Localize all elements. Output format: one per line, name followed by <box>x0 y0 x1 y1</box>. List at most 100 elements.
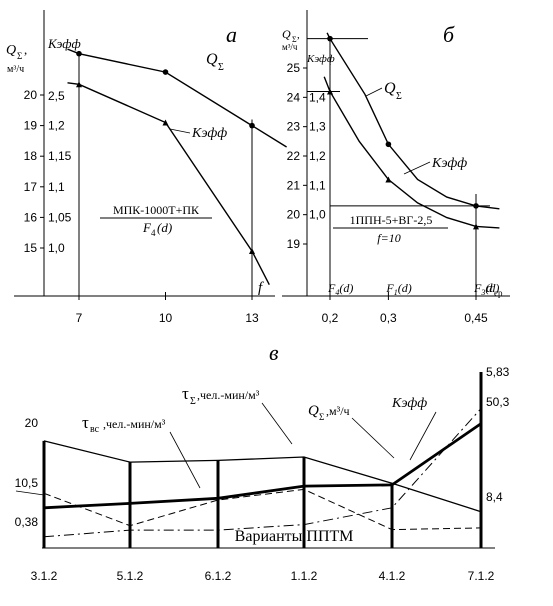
panel-b-y-tick-label: 19 <box>287 237 301 251</box>
panel-b-point <box>327 88 333 95</box>
panel-b-y2-ticks: 1,0 1,1 1,2 1,3 1,4 <box>309 90 326 221</box>
panel-a-y-tick-label: 18 <box>24 149 38 163</box>
panel-b-y2-tick-label: 1,1 <box>309 178 326 192</box>
panel-a-y-tick-label: 17 <box>24 180 38 194</box>
panel-c-x-tick-label: 7.1.2 <box>468 569 495 583</box>
panel-b-x-label: d ср <box>486 280 503 298</box>
panel-a-series <box>67 48 287 286</box>
panel-a-ytitle-units: м³/ч <box>7 64 24 75</box>
panel-c-label-q-sigma: Σ <box>319 412 324 422</box>
panel-b-series-line <box>326 32 500 210</box>
panel-c-label-q-units: ,м³/ч <box>326 404 350 418</box>
panel-b-ytitle-sigma: Σ <box>292 35 297 44</box>
panel-a-y2-title: Kэфф <box>47 36 81 51</box>
panel-b-top-x-label-sub: 3 <box>480 288 485 297</box>
panel-b-ytitle-comma: , <box>297 29 300 41</box>
panel-a-point <box>162 69 169 75</box>
panel-a-point <box>162 119 169 126</box>
panel-a-annotation-arg: (d) <box>157 220 172 235</box>
panel-a-series-line <box>67 82 270 286</box>
panel-b-point <box>473 203 479 209</box>
panel-a-point <box>76 81 82 88</box>
panel-b-x-label-d: d <box>486 280 493 295</box>
panel-c-label-tau-vs-units: ,чел.-мин/м³ <box>103 417 166 431</box>
panel-c-series-line <box>43 488 482 531</box>
panel-a-y2-tick-label: 1,0 <box>48 241 65 255</box>
panel-c-y-tick-label: 10,5 <box>15 476 39 490</box>
panel-a-y2-tick-label: 1,2 <box>48 119 65 133</box>
panel-c-label-tau-vs: τ вс ,чел.-мин/м³ <box>82 413 166 435</box>
panel-c-variant-bars <box>42 372 483 548</box>
panel-a-y-tick-label: 15 <box>24 241 38 255</box>
panel-c-y-label-leader <box>15 490 45 496</box>
panel-a-annotation-f: F <box>142 220 152 235</box>
panel-c-label-k: Kэфф <box>391 396 427 411</box>
panel-b-top-x-label-sub: 4 <box>335 288 339 297</box>
panel-c-y-tick-label: 0,38 <box>15 515 39 529</box>
panel-a-annotation-sub: 4 <box>151 228 156 238</box>
panel-b-top-x-label-arg: (d) <box>339 281 353 295</box>
panel-b-label-q: Q Σ <box>384 80 402 102</box>
panel-a-annotation: МПК-1000Т+ПК F 4 (d) <box>100 203 212 238</box>
panel-b-top-x-label: F4(d) <box>327 281 353 297</box>
panel-b-ytitle-q: Q <box>282 27 291 41</box>
panel-a-point <box>76 50 82 57</box>
panel-c-label-tau-vs-sub: вс <box>90 424 100 435</box>
panel-c-right-label: 50,3 <box>486 395 510 409</box>
panel-b-y-tick-label: 24 <box>287 90 301 104</box>
panel-c: в 3.1.2 5.1.2 6.1.2 1.1.2 4.1.2 7.1.2 20 10,5 0… <box>15 340 510 583</box>
panel-a-y2-tick-label: 2,5 <box>48 89 65 103</box>
panel-a-y2-ticks: 1,0 1,05 1,1 1,15 1,2 2,5 <box>48 89 72 255</box>
panel-c-right-label: 8,4 <box>486 490 503 504</box>
panel-b-label-k: Kэфф <box>431 156 467 171</box>
panel-a-letter: а <box>226 22 237 47</box>
panel-b-label-q-letter: Q <box>384 80 396 97</box>
panel-b-guides <box>307 38 490 296</box>
panel-a-point <box>249 122 255 129</box>
panel-b-point <box>473 223 479 230</box>
panel-b-y-axis-title: Q Σ , м³/ч <box>282 27 300 52</box>
panel-b-top-x-label-f: F <box>473 281 482 295</box>
panel-b-point <box>385 141 392 148</box>
panel-c-label-tau-sigma: τ Σ ,чел.-мин/м³ <box>182 384 260 407</box>
panel-c-label-q: Q Σ ,м³/ч <box>308 403 350 422</box>
panel-b-annotation-top: 1ППН-5+ВГ-2,5 <box>350 213 433 227</box>
panel-b-x-ticks: 0,2 0,3 0,45 <box>322 292 488 325</box>
panel-c-annotation: Варианты ППТМ <box>235 528 354 545</box>
panel-b-top-x-label: F1(d) <box>385 281 411 297</box>
panel-c-label-tau-vs-tau: τ <box>82 413 89 432</box>
panel-a-label-k: Kэфф <box>191 126 227 141</box>
panel-b-annotation-bottom: f=10 <box>377 231 400 245</box>
panel-b-y2-tick-label: 1,2 <box>309 149 326 163</box>
panel-c-x-tick-label: 6.1.2 <box>205 569 232 583</box>
panel-b-y-tick-label: 21 <box>287 178 301 192</box>
panel-b-x-tick-label: 0,45 <box>464 311 488 325</box>
panel-c-letter: в <box>269 340 279 365</box>
panel-b-top-x-label-sub: 1 <box>394 288 398 297</box>
panel-c-right-labels: 5,83 50,3 8,4 <box>486 365 510 504</box>
panel-b-annotation: 1ППН-5+ВГ-2,5 f=10 <box>333 213 448 245</box>
panel-c-label-k-leader <box>409 411 437 461</box>
panel-c-y-tick-label: 20 <box>25 416 39 430</box>
panel-c-x-tick-label: 1.1.2 <box>291 569 318 583</box>
panel-a-ytitle-sigma: Σ <box>17 51 22 61</box>
panel-a-y-tick-label: 16 <box>24 210 38 224</box>
panel-a-x-label: f <box>258 280 264 296</box>
panel-b-y2-tick-label: 1,4 <box>309 90 326 104</box>
panel-b-ytitle-units: м³/ч <box>282 42 298 52</box>
panel-c-x-tick-label: 5.1.2 <box>117 569 144 583</box>
panel-b-letter: б <box>443 22 455 47</box>
panel-a-y2-tick-label: 1,05 <box>48 210 72 224</box>
panel-a-label-q: Q Σ <box>206 51 224 73</box>
panel-c-right-label: 5,83 <box>486 365 510 379</box>
panel-a-y-ticks: 15 16 17 18 19 20 <box>24 88 44 255</box>
panel-b-y-tick-label: 22 <box>287 149 301 163</box>
panel-b-y-tick-label: 20 <box>287 208 301 222</box>
panel-c-x-ticks: 3.1.2 5.1.2 6.1.2 1.1.2 4.1.2 7.1.2 <box>31 569 495 583</box>
panel-c-label-q-leader <box>351 417 395 459</box>
panel-b-x-label-sub: ср <box>494 288 503 298</box>
panel-c-label-tau-sigma-tau: τ <box>182 384 189 403</box>
panel-a-y2-tick-label: 1,15 <box>48 149 72 163</box>
